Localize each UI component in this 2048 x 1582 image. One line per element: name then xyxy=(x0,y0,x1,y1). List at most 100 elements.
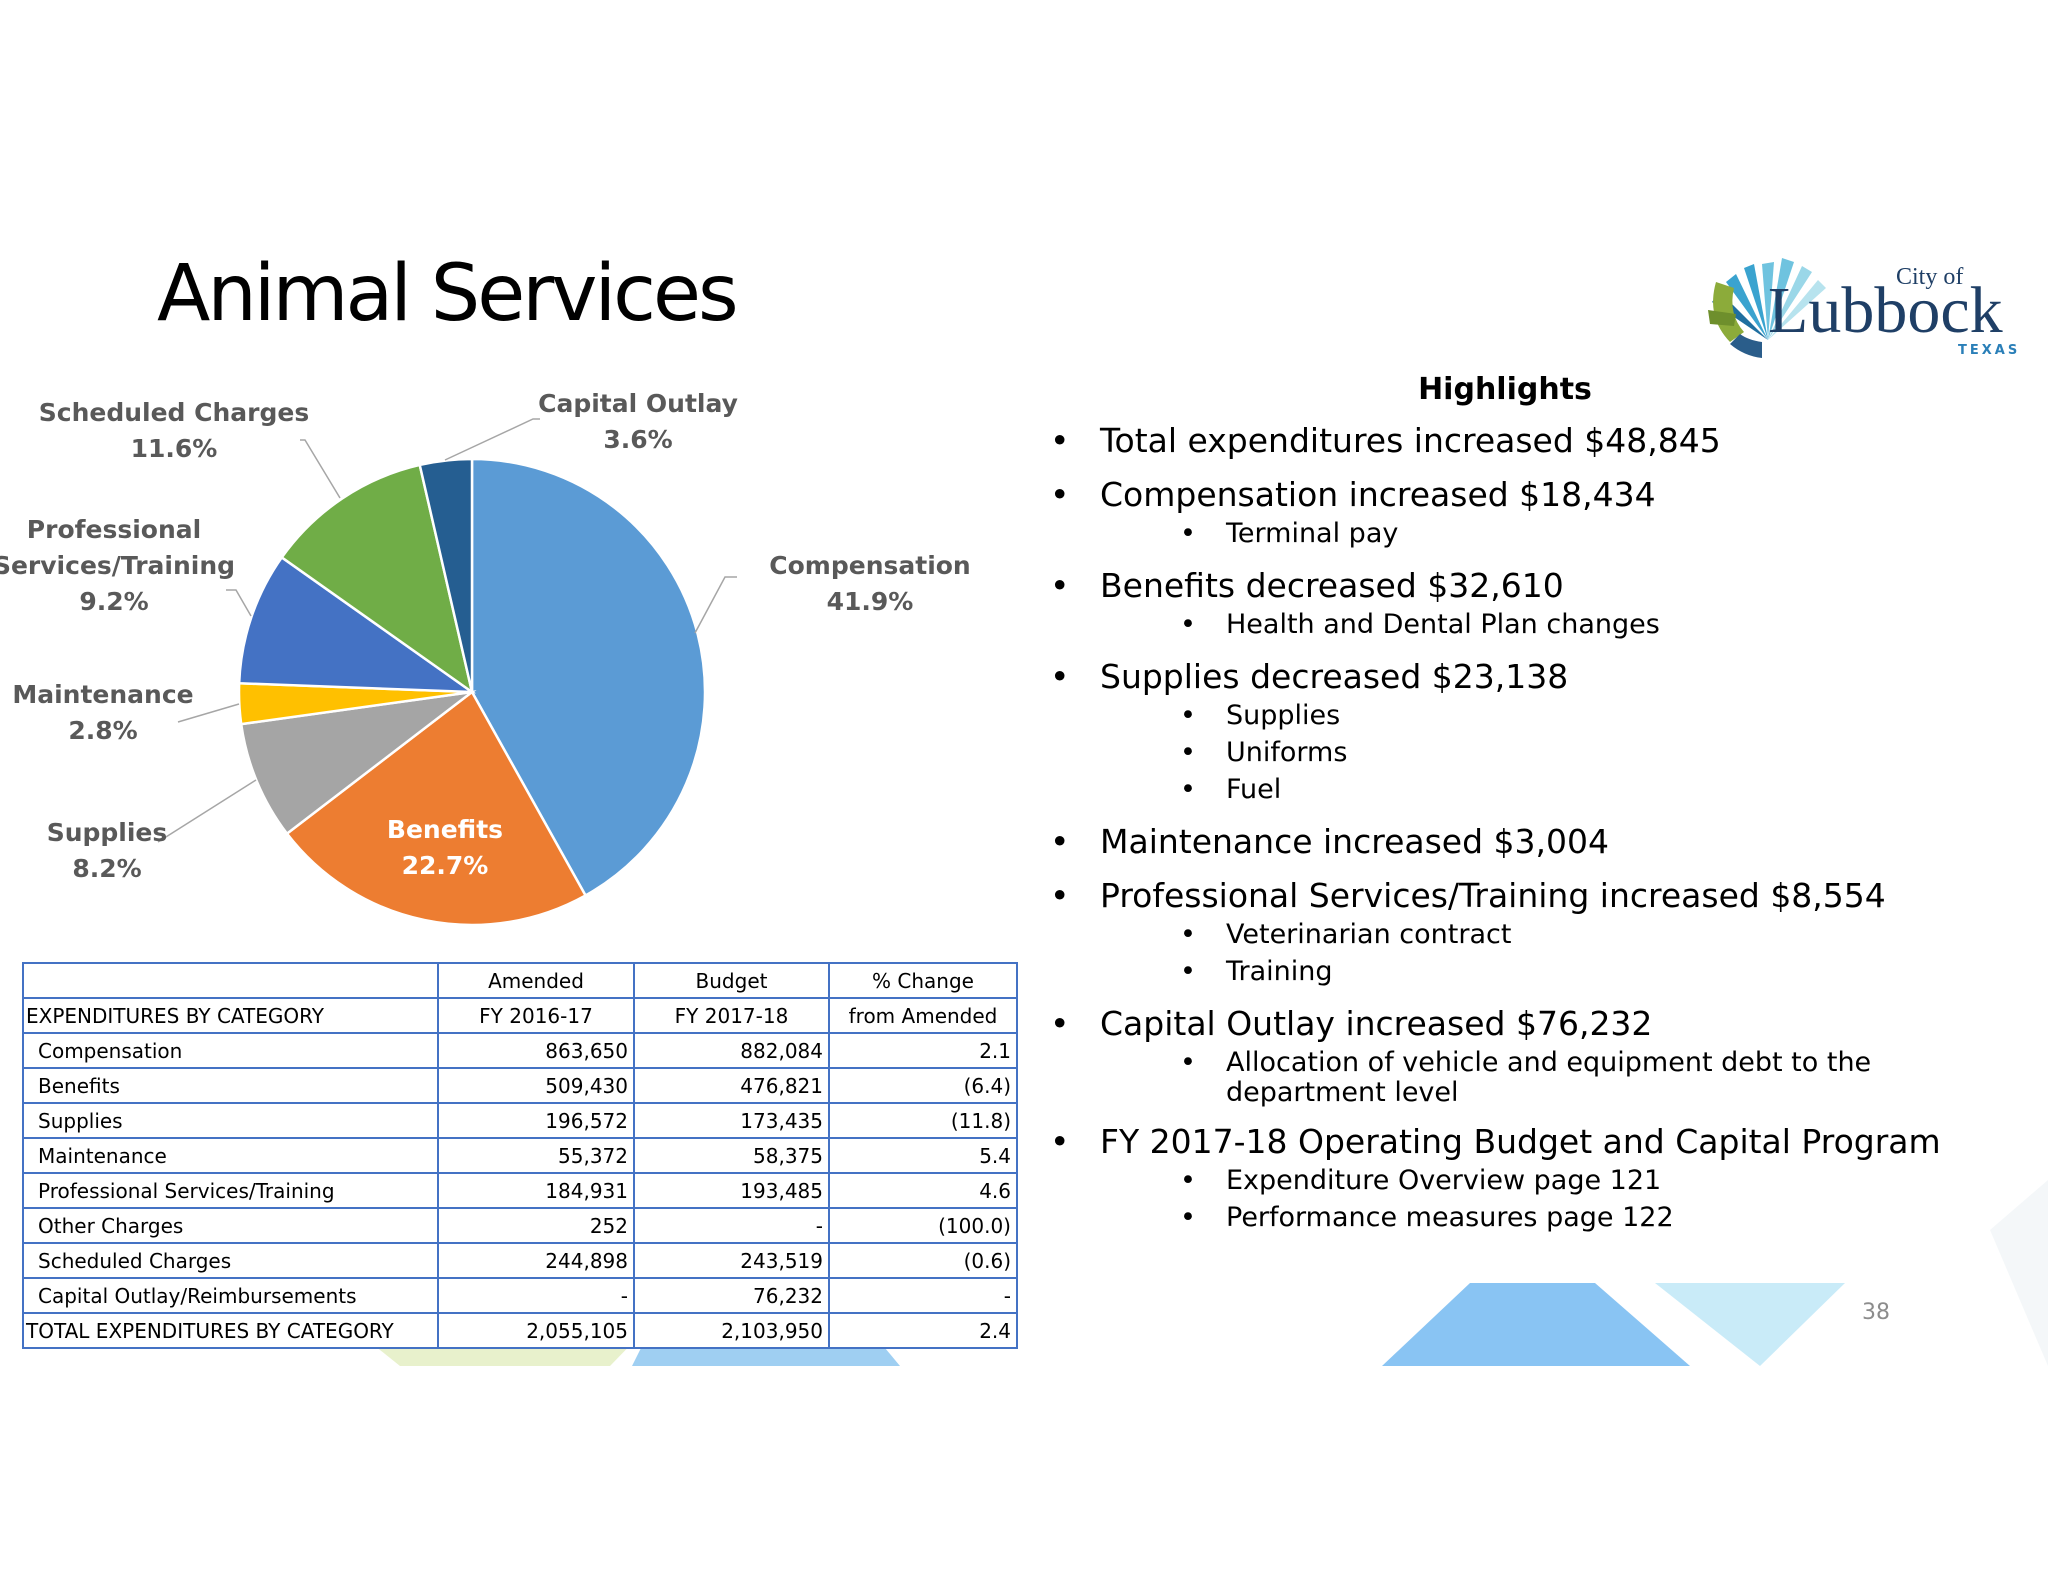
highlight-item: Benefits decreased $32,610 Health and De… xyxy=(1050,566,1990,643)
table-row: Scheduled Charges 244,898 243,519 (0.6) xyxy=(22,1242,1018,1279)
table-header-cell: Budget xyxy=(633,962,830,999)
highlight-item: Total expenditures increased $48,845 xyxy=(1050,421,1990,461)
logo-city-of: City of xyxy=(1896,264,1963,290)
pie-chart: Compensation 41.9% Benefits 22.7% Supplies… xyxy=(0,389,971,927)
pie-slice-compensation xyxy=(470,457,707,898)
pie-slice-supplies xyxy=(239,690,477,836)
highlight-item: Professional Services/Training increased… xyxy=(1050,876,1990,990)
table-row: Capital Outlay/Reimbursements -76,232- xyxy=(22,1277,1018,1314)
city-of-lubbock-logo: City of Lubbock TEXAS xyxy=(1708,258,2020,358)
pie-slice-benefits xyxy=(285,690,588,927)
highlight-sublist: Terminal pay xyxy=(1100,515,1990,552)
table-cell: (0.6) xyxy=(828,1242,1018,1279)
table-header-cell: FY 2017-18 xyxy=(633,997,830,1034)
pie-slice-capital-outlay xyxy=(418,457,474,693)
highlight-subitem: Allocation of vehicle and equipment debt… xyxy=(1100,1048,1990,1108)
leader-line-capital xyxy=(444,418,540,461)
table-cell: Capital Outlay/Reimbursements xyxy=(22,1277,439,1314)
highlight-subitem: Supplies xyxy=(1100,697,1990,734)
table-row: Supplies 196,572 173,435 (11.8) xyxy=(22,1102,1018,1139)
table-cell: 243,519 xyxy=(633,1242,830,1279)
highlight-text: Professional Services/Training increased… xyxy=(1100,876,1886,915)
table-cell: 4.6 xyxy=(828,1172,1018,1209)
table-total-row: TOTAL EXPENDITURES BY CATEGORY 2,055,105… xyxy=(22,1312,1018,1349)
table-cell: 5.4 xyxy=(828,1137,1018,1174)
table-cell: 2.1 xyxy=(828,1032,1018,1069)
highlights-title: Highlights xyxy=(1418,372,1592,407)
table-header-row: EXPENDITURES BY CATEGORY FY 2016-17 FY 2… xyxy=(22,997,1018,1034)
table-cell: 76,232 xyxy=(633,1277,830,1314)
highlight-sublist: Supplies Uniforms Fuel xyxy=(1100,697,1990,808)
table-cell: (6.4) xyxy=(828,1067,1018,1104)
highlight-subitem: Fuel xyxy=(1100,771,1990,808)
table-cell: Maintenance xyxy=(22,1137,439,1174)
page-title: Animal Services xyxy=(157,249,739,339)
highlight-text: Benefits decreased $32,610 xyxy=(1100,566,1564,605)
table-cell: 2.4 xyxy=(828,1312,1018,1349)
highlight-text: Total expenditures increased $48,845 xyxy=(1100,421,1721,460)
highlight-subitem: Performance measures page 122 xyxy=(1100,1199,1990,1236)
table-cell: - xyxy=(633,1207,830,1244)
leader-line-maintenance xyxy=(177,703,240,723)
label-benefits: Benefits 22.7% xyxy=(387,815,503,880)
logo-state: TEXAS xyxy=(1958,343,2020,358)
table-cell: 193,485 xyxy=(633,1172,830,1209)
leader-line-professional xyxy=(226,589,252,617)
table-cell: 509,430 xyxy=(437,1067,635,1104)
table-row: Maintenance 55,372 58,375 5.4 xyxy=(22,1137,1018,1174)
table-header-cell: Amended xyxy=(437,962,635,999)
highlight-subitem: Expenditure Overview page 121 xyxy=(1100,1162,1990,1199)
table-cell: 55,372 xyxy=(437,1137,635,1174)
leader-line-supplies xyxy=(157,779,257,843)
highlight-item: Capital Outlay increased $76,232 Allocat… xyxy=(1050,1004,1990,1108)
leader-lines xyxy=(157,418,737,843)
table-header-cell xyxy=(22,962,439,999)
label-supplies: Supplies 8.2% xyxy=(47,818,168,883)
highlight-subitem: Uniforms xyxy=(1100,734,1990,771)
highlight-text: Maintenance increased $3,004 xyxy=(1100,822,1610,861)
table-row: Benefits 509,430 476,821 (6.4) xyxy=(22,1067,1018,1104)
table-cell: - xyxy=(437,1277,635,1314)
label-compensation: Compensation 41.9% xyxy=(769,551,970,616)
table-cell: - xyxy=(828,1277,1018,1314)
table-cell: 173,435 xyxy=(633,1102,830,1139)
highlight-text: Capital Outlay increased $76,232 xyxy=(1100,1004,1653,1043)
table-cell: Professional Services/Training xyxy=(22,1172,439,1209)
highlight-sublist: Allocation of vehicle and equipment debt… xyxy=(1100,1048,1990,1108)
table-cell: (100.0) xyxy=(828,1207,1018,1244)
table-cell: Compensation xyxy=(22,1032,439,1069)
table-cell: Other Charges xyxy=(22,1207,439,1244)
table-cell: Benefits xyxy=(22,1067,439,1104)
highlight-sublist: Expenditure Overview page 121 Performanc… xyxy=(1100,1162,1990,1236)
highlights-list: Total expenditures increased $48,845 Com… xyxy=(1050,421,1990,1236)
table-cell: 476,821 xyxy=(633,1067,830,1104)
label-scheduled-charges: Scheduled Charges 11.6% xyxy=(39,398,309,463)
table-header-cell: % Change xyxy=(828,962,1018,999)
highlight-item: Compensation increased $18,434 Terminal … xyxy=(1050,475,1990,552)
table-cell: 184,931 xyxy=(437,1172,635,1209)
table-cell: Scheduled Charges xyxy=(22,1242,439,1279)
pie-slice-scheduled-charges xyxy=(280,463,474,695)
label-capital-outlay: Capital Outlay 3.6% xyxy=(538,389,738,454)
leader-line-compensation xyxy=(694,576,737,634)
label-professional-services: Professional Services/Training 9.2% xyxy=(0,515,235,616)
logo-name: Lubbock xyxy=(1768,274,2003,347)
pie-slice-professional-services-training xyxy=(237,555,477,694)
highlight-item: Maintenance increased $3,004 xyxy=(1050,822,1990,862)
table-cell: 863,650 xyxy=(437,1032,635,1069)
table-cell: 252 xyxy=(437,1207,635,1244)
table-row: Professional Services/Training 184,931 193… xyxy=(22,1172,1018,1209)
highlight-item: Supplies decreased $23,138 Supplies Unif… xyxy=(1050,657,1990,808)
highlight-subitem: Veterinarian contract xyxy=(1100,916,1990,953)
leader-line-scheduled xyxy=(300,439,341,499)
table-header-cell: EXPENDITURES BY CATEGORY xyxy=(22,997,439,1034)
table-header-row: Amended Budget % Change xyxy=(22,962,1018,999)
highlight-subitem: Terminal pay xyxy=(1100,515,1990,552)
table-cell: TOTAL EXPENDITURES BY CATEGORY xyxy=(22,1312,439,1349)
expenditures-table: Amended Budget % Change EXPENDITURES BY … xyxy=(22,962,1018,1349)
pie-labels: Compensation 41.9% Benefits 22.7% Supplies… xyxy=(0,389,971,883)
table-cell: 58,375 xyxy=(633,1137,830,1174)
highlight-sublist: Health and Dental Plan changes xyxy=(1100,606,1990,643)
highlight-subitem: Health and Dental Plan changes xyxy=(1100,606,1990,643)
